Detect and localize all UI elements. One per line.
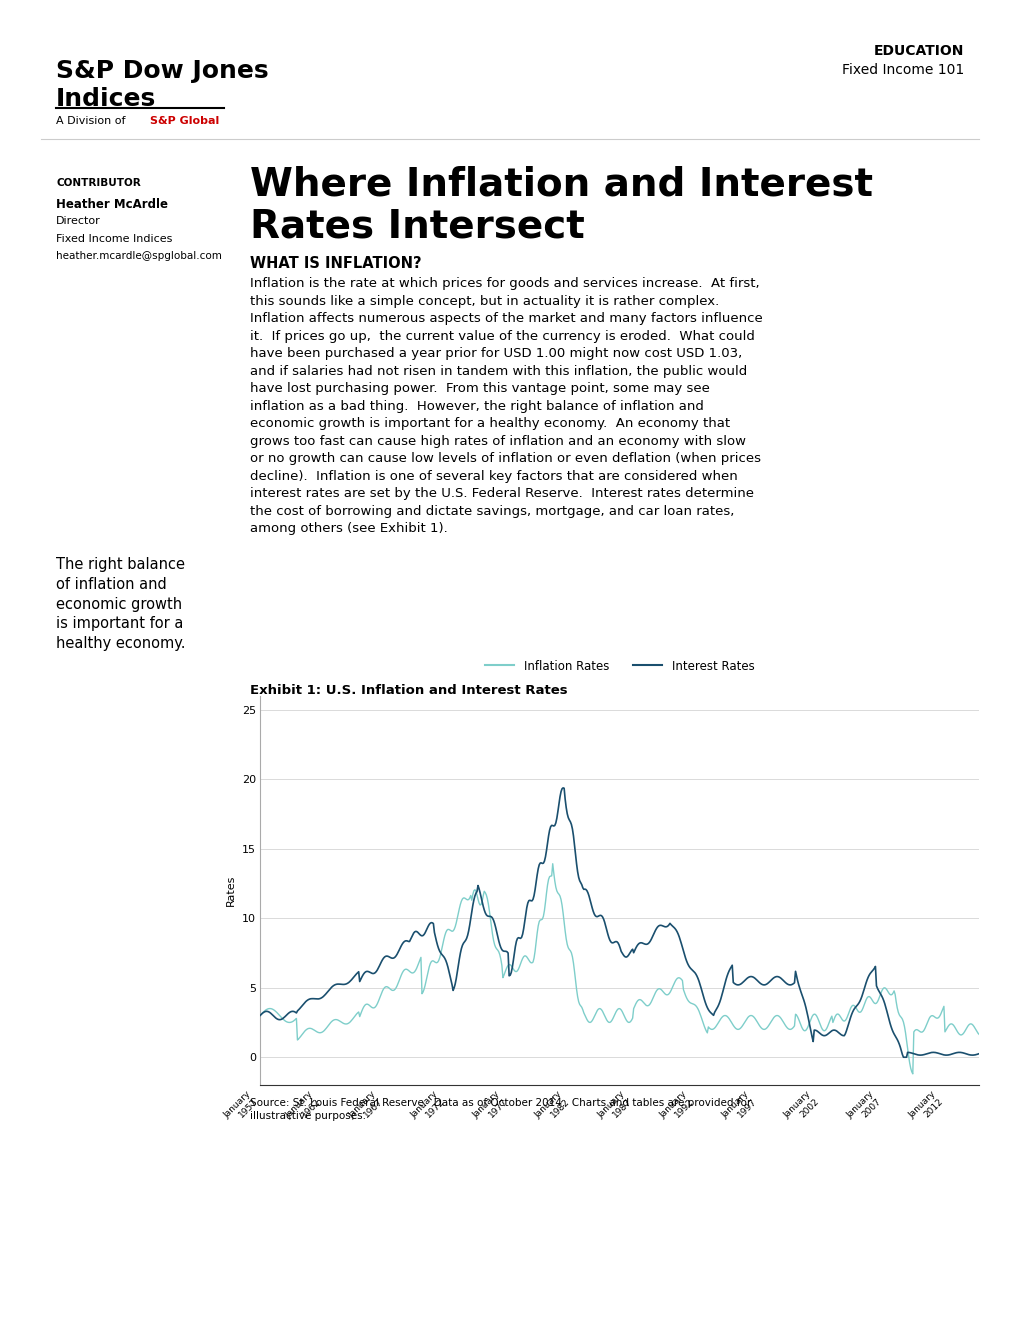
- Text: Heather McArdle: Heather McArdle: [56, 198, 168, 211]
- Text: S&P Dow Jones
Indices: S&P Dow Jones Indices: [56, 59, 268, 111]
- Text: CONTRIBUTOR: CONTRIBUTOR: [56, 178, 141, 189]
- Legend: Inflation Rates, Interest Rates: Inflation Rates, Interest Rates: [480, 655, 758, 677]
- Text: Where Inflation and Interest: Where Inflation and Interest: [250, 165, 872, 203]
- Text: WHAT IS INFLATION?: WHAT IS INFLATION?: [250, 256, 421, 271]
- Text: A Division of: A Division of: [56, 116, 129, 127]
- Text: Fixed Income Indices: Fixed Income Indices: [56, 234, 172, 244]
- Text: Director: Director: [56, 216, 101, 227]
- Text: heather.mcardle@spglobal.com: heather.mcardle@spglobal.com: [56, 251, 222, 261]
- Text: Rates Intersect: Rates Intersect: [250, 207, 584, 246]
- Text: Fixed Income 101: Fixed Income 101: [841, 63, 963, 78]
- Text: Inflation is the rate at which prices for goods and services increase.  At first: Inflation is the rate at which prices fo…: [250, 277, 762, 535]
- Text: Source: St. Louis Federal Reserve.  Data as of October 2014.  Charts and tables : Source: St. Louis Federal Reserve. Data …: [250, 1098, 750, 1121]
- Y-axis label: Rates: Rates: [226, 875, 236, 906]
- Text: The right balance
of inflation and
economic growth
is important for a
healthy ec: The right balance of inflation and econo…: [56, 557, 185, 651]
- Text: S&P Global: S&P Global: [150, 116, 219, 127]
- Text: EDUCATION: EDUCATION: [872, 44, 963, 58]
- Text: Exhibit 1: U.S. Inflation and Interest Rates: Exhibit 1: U.S. Inflation and Interest R…: [250, 684, 567, 697]
